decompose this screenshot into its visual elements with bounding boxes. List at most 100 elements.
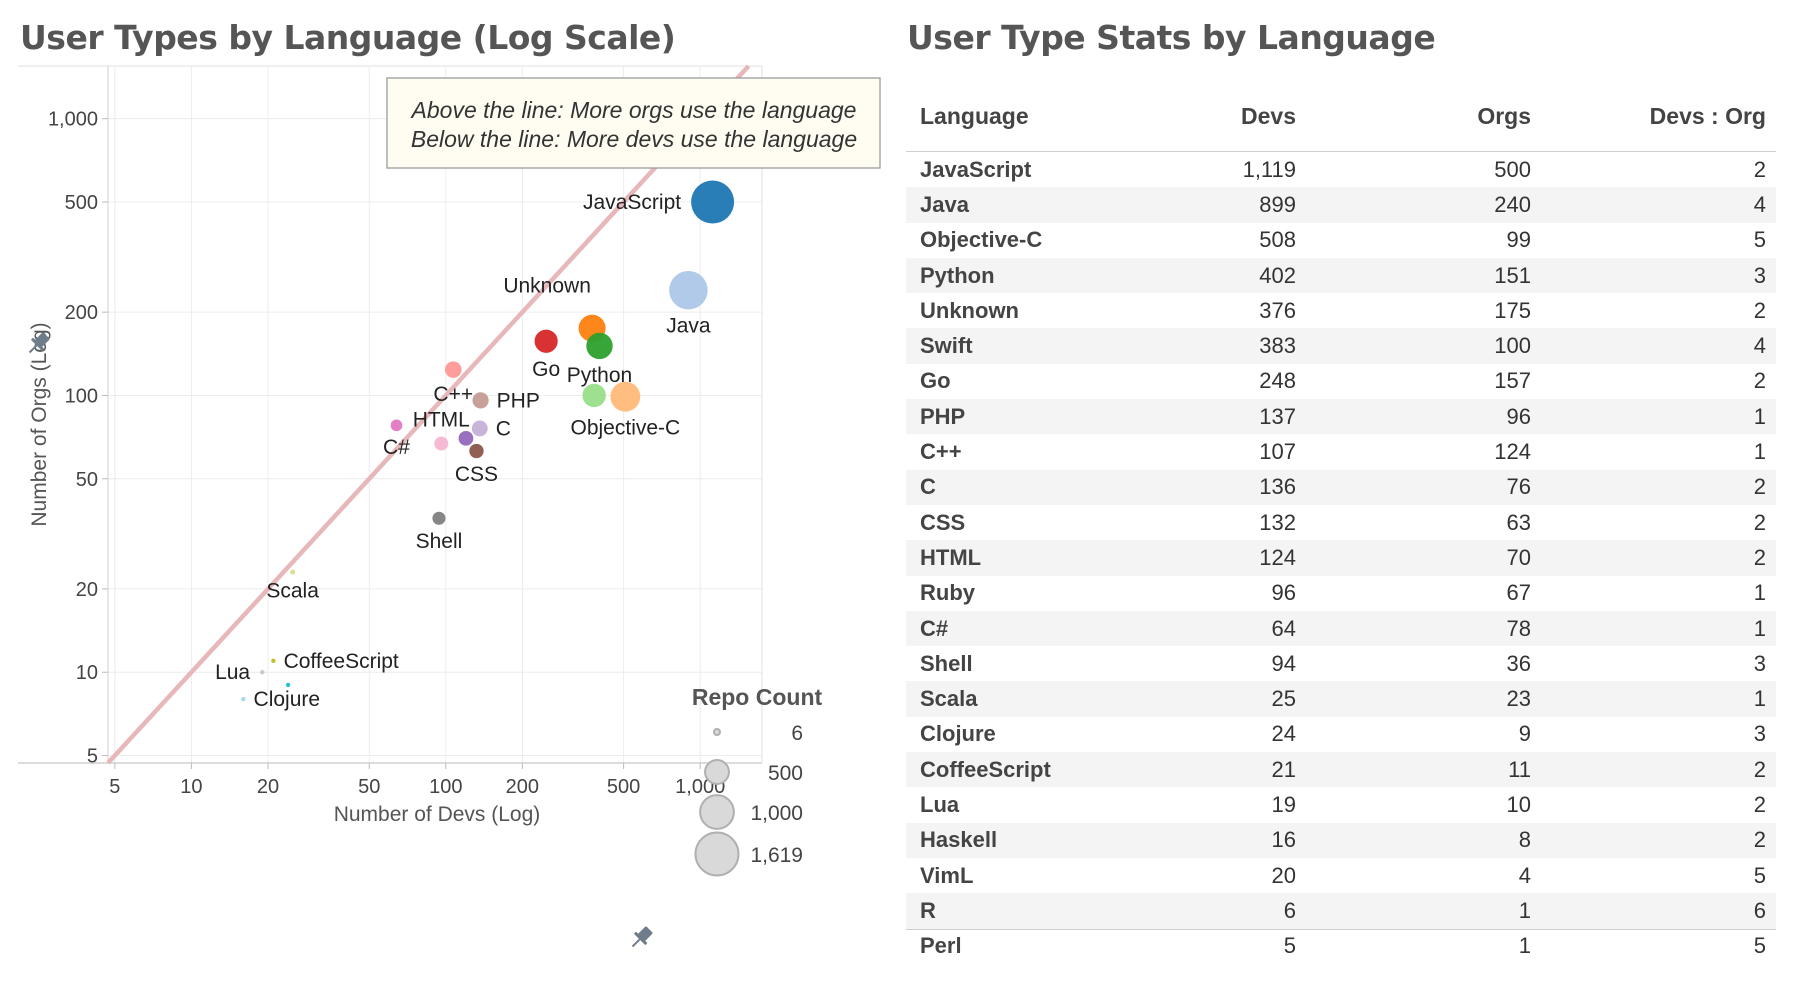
point-coffeescript[interactable] <box>271 658 276 663</box>
point-label: PHP <box>497 389 540 412</box>
cell-ratio: 2 <box>1753 297 1766 323</box>
y-tick-label: 20 <box>76 579 98 601</box>
table-row: Java 899 240 4 <box>906 187 1776 223</box>
x-tick-label: 10 <box>180 776 202 798</box>
cell-ratio: 3 <box>1541 257 1776 294</box>
cell-orgs: 151 <box>1306 257 1541 294</box>
scatter-chart: 5 10 20 50 100 200 500 1,000 5 10 20 50 100 200 500 1,0… <box>18 64 881 952</box>
point-swift[interactable] <box>582 383 606 408</box>
cell-orgs: 1 <box>1306 893 1541 929</box>
cell-ratio: 2 <box>1753 509 1766 535</box>
cell-devs: 16 <box>1106 822 1306 858</box>
x-tick-label: 20 <box>257 776 279 798</box>
point-python[interactable] <box>586 332 613 360</box>
table-row: Ruby 96 67 1 <box>906 576 1776 611</box>
point-label: Python <box>567 364 632 387</box>
point-php[interactable] <box>472 392 489 409</box>
point-java[interactable] <box>669 270 708 310</box>
cell-devs: 136 <box>1106 469 1306 505</box>
point-javascript[interactable] <box>691 180 735 224</box>
header-language[interactable]: Language <box>906 82 1106 152</box>
y-axis-pin-icon[interactable] <box>24 330 52 358</box>
axes: 5 10 20 50 100 200 500 1,00051020501002005001,0… <box>18 66 763 952</box>
point-html[interactable] <box>434 436 449 451</box>
annotation-line-1: Above the line: More orgs use the langua… <box>410 97 857 123</box>
legend-circle <box>699 794 735 830</box>
cell-orgs: 11 <box>1306 752 1541 788</box>
cell-orgs: 96 <box>1306 399 1541 435</box>
cell-devs: 25 <box>1106 681 1306 717</box>
point-label: Scala <box>266 580 319 603</box>
table-row: C# 64 78 1 <box>906 610 1776 647</box>
header-devs[interactable]: Devs <box>1106 82 1306 152</box>
point-css[interactable] <box>469 443 484 459</box>
table-row: Clojure 24 9 3 <box>906 717 1776 752</box>
x-tick-label: 100 <box>429 776 462 798</box>
cell-ratio: 2 <box>1541 469 1776 505</box>
point-ruby[interactable] <box>458 430 474 446</box>
cell-orgs: 1 <box>1518 933 1531 959</box>
table-row: C 136 76 2 <box>906 469 1776 505</box>
cell-orgs: 63 <box>1506 509 1531 535</box>
cell-language: Go <box>920 368 951 394</box>
cell-ratio: 4 <box>1541 187 1776 223</box>
y-tick-label: 10 <box>76 662 98 684</box>
cell-devs: 508 <box>1259 227 1296 253</box>
cell-language: Perl <box>920 933 962 959</box>
legend-label: 6 <box>791 722 803 745</box>
grid <box>18 65 762 763</box>
legend-label: 1,000 <box>750 802 803 825</box>
point-haskell[interactable] <box>285 682 291 688</box>
cell-ratio: 1 <box>1541 610 1776 647</box>
cell-ratio: 2 <box>1541 752 1776 788</box>
point-scala[interactable] <box>290 569 296 575</box>
y-tick-label: 500 <box>65 192 98 214</box>
point-go[interactable] <box>534 329 558 353</box>
table-row: CSS 132 63 2 <box>906 505 1776 540</box>
header-orgs[interactable]: Orgs <box>1306 82 1541 152</box>
cell-language: VimL <box>920 862 974 888</box>
cell-ratio: 5 <box>1753 933 1766 959</box>
cell-devs: 24 <box>1271 721 1296 747</box>
annotation-line-2: Below the line: More devs use the langua… <box>411 126 857 152</box>
point-objective-c[interactable] <box>610 381 641 412</box>
table-row: Haskell 16 8 2 <box>906 822 1776 858</box>
cell-language: Python <box>906 257 1106 294</box>
header-ratio[interactable]: Devs : Org <box>1541 82 1776 152</box>
point-clojure[interactable] <box>241 696 246 702</box>
cell-devs: 248 <box>1259 368 1296 394</box>
point-label: Objective-C <box>571 417 681 440</box>
cell-language: Scala <box>906 681 1106 717</box>
table-row: Swift 383 100 4 <box>906 328 1776 364</box>
table-row: Python 402 151 3 <box>906 257 1776 294</box>
legend-circle <box>704 759 730 785</box>
point-c-[interactable] <box>390 419 403 432</box>
cell-orgs: 10 <box>1506 791 1531 817</box>
cell-language: Lua <box>920 791 960 817</box>
cell-ratio: 1 <box>1541 399 1776 435</box>
cell-orgs: 4 <box>1518 862 1531 888</box>
y-tick-label: 5 <box>87 746 98 768</box>
cell-orgs: 500 <box>1494 156 1531 182</box>
cell-orgs: 70 <box>1306 540 1541 576</box>
cell-ratio: 3 <box>1753 721 1766 747</box>
cell-orgs: 157 <box>1494 368 1531 394</box>
cell-language: Unknown <box>920 297 1019 323</box>
point-lua[interactable] <box>260 670 265 675</box>
cell-language: Haskell <box>906 822 1106 858</box>
x-axis-pin-icon[interactable] <box>627 924 655 952</box>
x-tick-label: 5 <box>109 776 120 798</box>
stats-table: Language Devs Orgs Devs : Org JavaScript… <box>906 82 1776 964</box>
cell-devs: 124 <box>1106 540 1306 576</box>
reference-line-group <box>106 64 751 765</box>
point-c-[interactable] <box>444 361 462 378</box>
x-tick-label: 50 <box>358 776 380 798</box>
cell-orgs: 76 <box>1306 469 1541 505</box>
table-row: HTML 124 70 2 <box>906 540 1776 576</box>
point-c[interactable] <box>471 420 488 437</box>
point-label: CSS <box>455 463 498 486</box>
point-shell[interactable] <box>432 511 446 525</box>
cell-language: C++ <box>920 439 962 465</box>
cell-devs: 402 <box>1106 257 1306 294</box>
